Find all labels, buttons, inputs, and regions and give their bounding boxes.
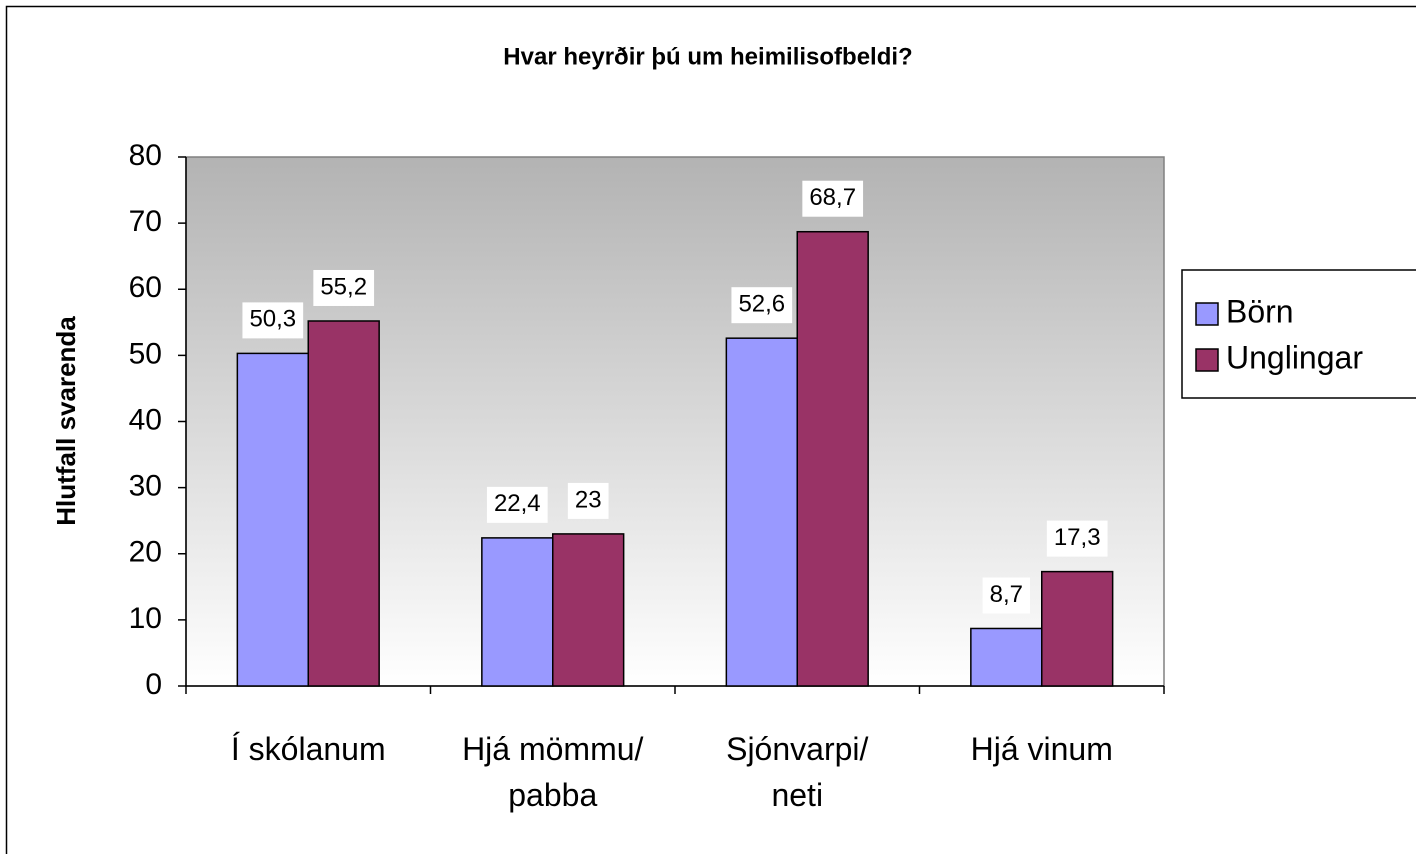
bar xyxy=(307,320,380,687)
value-label-bg xyxy=(802,180,864,217)
value-label-bg xyxy=(731,287,793,324)
chart-title: Hvar heyrðir þú um heimilisofbeldi? xyxy=(503,43,912,70)
value-label-bg xyxy=(982,577,1030,614)
value-label-bg xyxy=(242,302,304,339)
value-label: 22,4 xyxy=(494,490,541,517)
x-tick-label: Hjá vinum xyxy=(971,731,1113,767)
y-tick-label: 80 xyxy=(129,139,162,172)
bar xyxy=(725,337,798,687)
legend-box xyxy=(1181,269,1416,399)
x-tick-label: Hjá mömmu/pabba xyxy=(462,731,643,813)
legend-label: Unglingar xyxy=(1226,339,1363,375)
value-label-bg xyxy=(567,482,609,519)
bar xyxy=(236,352,309,687)
value-label-bg xyxy=(1046,520,1108,557)
bar xyxy=(1041,570,1114,687)
value-label-bg xyxy=(313,269,375,306)
value-label: 17,3 xyxy=(1054,524,1101,551)
y-tick-label: 20 xyxy=(129,536,162,569)
value-label: 50,3 xyxy=(249,306,296,333)
value-label-bg xyxy=(486,486,548,523)
y-tick-label: 30 xyxy=(129,470,162,503)
x-tick-label: Sjónvarpi/neti xyxy=(726,731,868,813)
y-tick-label: 60 xyxy=(129,271,162,304)
y-tick-label: 50 xyxy=(129,337,162,370)
y-tick-label: 40 xyxy=(129,403,162,436)
y-tick-label: 10 xyxy=(129,602,162,635)
x-tick-label: Í skólanum xyxy=(231,731,386,767)
y-tick-label: 0 xyxy=(145,668,162,701)
value-label: 68,7 xyxy=(809,184,856,211)
legend-label: Börn xyxy=(1226,293,1294,329)
legend-swatch xyxy=(1195,302,1219,326)
bar xyxy=(481,537,554,687)
value-label: 8,7 xyxy=(990,581,1023,608)
legend-swatch xyxy=(1195,348,1219,372)
y-axis-label: Hlutfall svarenda xyxy=(51,316,81,526)
value-label: 23 xyxy=(575,486,602,513)
bar xyxy=(970,627,1043,687)
y-tick-label: 70 xyxy=(129,205,162,238)
value-label: 55,2 xyxy=(320,273,367,300)
bar xyxy=(796,230,869,687)
bar xyxy=(552,533,625,687)
value-label: 52,6 xyxy=(738,291,785,318)
